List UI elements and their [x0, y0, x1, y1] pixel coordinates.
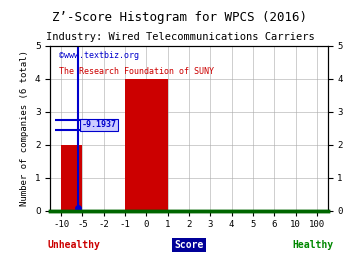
Text: -9.1937: -9.1937 [81, 120, 116, 129]
Text: Industry: Wired Telecommunications Carriers: Industry: Wired Telecommunications Carri… [46, 32, 314, 42]
Text: Unhealthy: Unhealthy [48, 240, 100, 250]
Y-axis label: Number of companies (6 total): Number of companies (6 total) [21, 50, 30, 206]
Text: Healthy: Healthy [292, 240, 333, 250]
Text: Score: Score [174, 240, 204, 250]
Bar [61, 145, 82, 211]
Text: The Research Foundation of SUNY: The Research Foundation of SUNY [59, 67, 214, 76]
Text: Z’-Score Histogram for WPCS (2016): Z’-Score Histogram for WPCS (2016) [53, 11, 307, 24]
Text: ©www.textbiz.org: ©www.textbiz.org [59, 51, 139, 60]
Bar [125, 79, 168, 211]
